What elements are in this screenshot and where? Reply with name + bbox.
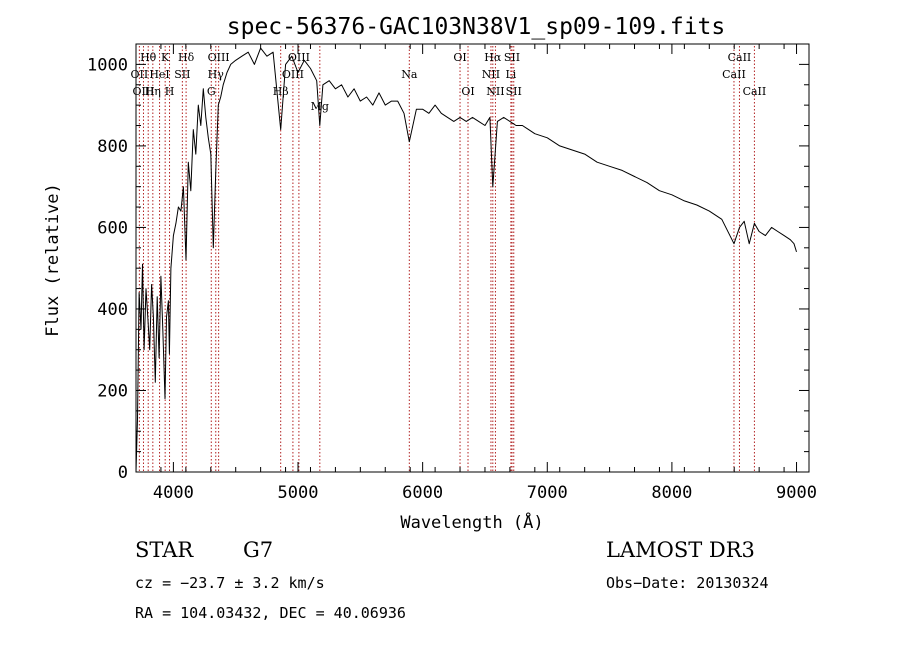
chart-title: spec-56376-GAC103N38V1_sp09-109.fits [227,14,726,40]
spectral-line-label: CaII [728,51,752,64]
x-tick-label: 7000 [527,483,568,503]
spectral-line-label: OII [131,68,149,81]
x-tick-label: 9000 [776,483,817,503]
spectral-line-label: Hα [484,51,502,64]
plot-frame [135,43,810,473]
spectral-line-label: OI [453,51,466,64]
spectral-line-label: CaII [743,85,767,98]
x-tick-label: 8000 [651,483,692,503]
x-axis-label: Wavelength (Å) [400,511,543,533]
spectral-line-label: K [161,51,170,64]
spectral-line-label: G [207,85,216,98]
y-axis-label: Flux (relative) [43,183,63,337]
spectral-line-label: Na [401,68,418,81]
spectral-line-label: NII [486,85,504,98]
spectral-line-label: OIII [288,51,310,64]
spectral-line-label: SII [174,68,190,81]
spectral-line-label: Hη [145,85,161,98]
spectral-line-label: Hβ [273,85,289,98]
redshift-value: cz = −23.7 ± 3.2 km/s [135,574,325,592]
spectral-line-label: OI [461,85,474,98]
spectral-line-label: SII [504,51,520,64]
y-tick-label: 200 [97,381,128,401]
survey-name: LAMOST DR3 [606,538,755,562]
y-tick-label: 1000 [87,55,128,75]
object-class: STAR [135,538,194,562]
x-tick-label: 4000 [153,483,194,503]
spectral-line-label: NII [482,68,500,81]
spectral-line-label: H [165,85,175,98]
spectral-line-label: OIII [132,85,154,98]
coordinates: RA = 104.03432, DEC = 40.06936 [135,604,406,622]
axis-ticks: 4000 5000 6000 7000 8000 9000 0 200 400 600 800 100… [87,44,817,503]
y-tick-label: 400 [97,300,128,320]
x-tick-label: 5000 [278,483,319,503]
spectral-line-label: OIII [208,51,230,64]
y-tick-label: 600 [97,218,128,238]
observation-date: Obs−Date: 20130324 [606,574,769,592]
spectral-line-label: Hδ [178,51,195,64]
spectral-line-label: Hγ [208,68,225,81]
spectral-line-label: OIII [282,68,304,81]
spectral-line-label: Mg [311,100,329,113]
spectral-line-label: Hθ [140,51,157,64]
spectral-line-label: HeI [149,68,169,81]
y-tick-label: 800 [97,137,128,157]
flux-series-line [135,47,797,473]
y-tick-label: 0 [118,463,128,483]
spectral-line-label: Li [505,68,516,81]
spectral-line-markers [138,46,755,472]
spectral-line-label: CaII [722,68,746,81]
spectral-line-label: SII [506,85,522,98]
object-subclass: G7 [243,538,274,562]
x-tick-label: 6000 [402,483,443,503]
